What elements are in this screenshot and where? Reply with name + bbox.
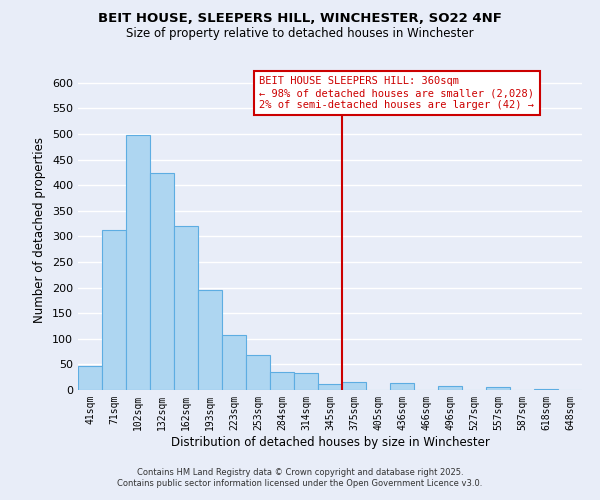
Bar (174, 226, 198, 390)
Bar (78, 366, 102, 390)
Bar (222, 335, 246, 390)
Bar (126, 135, 150, 390)
Bar (102, 230, 126, 390)
Y-axis label: Number of detached properties: Number of detached properties (34, 137, 46, 323)
X-axis label: Distribution of detached houses by size in Winchester: Distribution of detached houses by size … (170, 436, 490, 448)
Bar (438, 386, 462, 390)
Bar (198, 290, 222, 390)
Bar (246, 354, 270, 390)
Bar (270, 372, 294, 390)
Bar (390, 383, 414, 390)
Bar (294, 373, 318, 390)
Text: BEIT HOUSE SLEEPERS HILL: 360sqm
← 98% of detached houses are smaller (2,028)
2%: BEIT HOUSE SLEEPERS HILL: 360sqm ← 98% o… (259, 76, 535, 110)
Bar (342, 382, 366, 390)
Bar (486, 388, 510, 390)
Text: Size of property relative to detached houses in Winchester: Size of property relative to detached ho… (126, 28, 474, 40)
Bar (318, 384, 342, 390)
Text: Contains HM Land Registry data © Crown copyright and database right 2025.
Contai: Contains HM Land Registry data © Crown c… (118, 468, 482, 487)
Text: BEIT HOUSE, SLEEPERS HILL, WINCHESTER, SO22 4NF: BEIT HOUSE, SLEEPERS HILL, WINCHESTER, S… (98, 12, 502, 26)
Bar (150, 173, 174, 390)
